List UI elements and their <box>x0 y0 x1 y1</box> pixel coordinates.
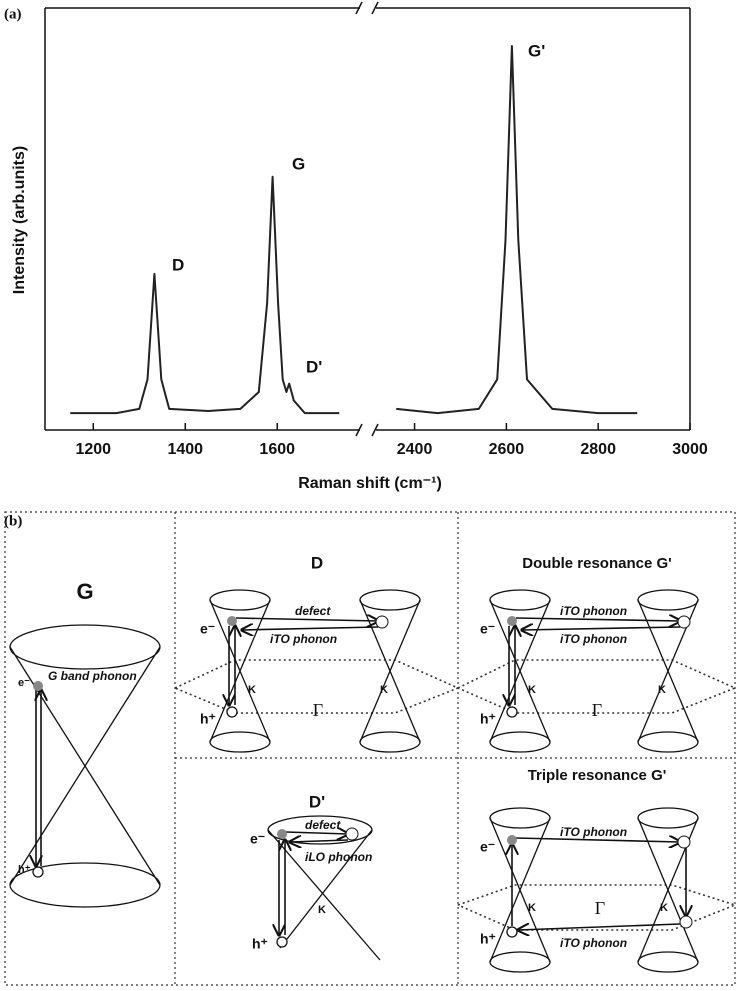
cell-title: D' <box>309 792 325 811</box>
hole-label: h⁺ <box>480 711 496 727</box>
panel-label: (b) <box>4 513 22 529</box>
phonon-label: iLO phonon <box>305 850 372 864</box>
phonon-label: iTO phonon <box>560 604 627 618</box>
phonon-label: G band phonon <box>48 669 137 683</box>
hole-label: h⁺ <box>200 711 216 727</box>
x-tick-label: 2600 <box>489 441 525 458</box>
peak-label: G <box>292 154 305 173</box>
hole-label: h⁺ <box>18 864 31 876</box>
cell-title: D <box>311 553 323 572</box>
x-tick-label: 2800 <box>580 441 616 458</box>
phonon-label: iTO phonon <box>560 936 627 950</box>
cell-double: Double resonance G' iTO phonon iTO phono… <box>457 555 738 753</box>
phonon-label: iTO phonon <box>560 632 627 646</box>
cell-g: G G band phonon e⁻ h⁺ <box>9 579 161 908</box>
phonon-label: iTO phonon <box>560 825 627 839</box>
k-label: K <box>248 684 256 696</box>
electron-label: e⁻ <box>18 677 30 689</box>
defect-label: defect <box>295 604 331 618</box>
electron-label: e⁻ <box>250 831 265 847</box>
cell-dprime: D' defect iLO phonon e⁻ h⁺ K <box>250 792 381 961</box>
gamma-label: Γ <box>592 700 602 720</box>
cell-title: G <box>76 579 93 604</box>
k-label: K <box>528 902 536 914</box>
hole-label: h⁺ <box>252 936 268 952</box>
cell-title: Triple resonance G' <box>528 767 667 784</box>
x-tick-label: 3000 <box>672 441 708 458</box>
x-tick-label: 1200 <box>75 441 111 458</box>
cell-borders <box>4 511 736 986</box>
cell-d: D defect iTO phonon e⁻ h⁺ K K Γ <box>174 553 461 753</box>
x-axis-title: Raman shift (cm⁻¹) <box>298 475 442 492</box>
spectrum-line <box>396 45 638 415</box>
electron-label: e⁻ <box>480 839 495 855</box>
x-tick-label: 1600 <box>259 441 295 458</box>
panel-label: (a) <box>4 6 22 22</box>
k-label: K <box>318 904 326 916</box>
gamma-label: Γ <box>595 898 605 918</box>
k-label: K <box>380 684 388 696</box>
k-label: K <box>658 684 666 696</box>
cell-triple: Triple resonance G' iTO phonon iTO phono… <box>457 767 738 973</box>
k-label: K <box>660 902 668 914</box>
electron-label: e⁻ <box>480 621 495 637</box>
spectrum-line <box>70 175 340 415</box>
defect-label: defect <box>305 818 341 832</box>
x-tick-label: 2400 <box>397 441 433 458</box>
electron-label: e⁻ <box>200 621 215 637</box>
peak-label: D <box>172 255 184 274</box>
peak-label: G' <box>528 41 545 60</box>
peak-label: D' <box>306 357 322 376</box>
x-tick-label: 1400 <box>167 441 203 458</box>
cell-title: Double resonance G' <box>522 555 671 572</box>
gamma-label: Γ <box>313 700 323 720</box>
raman-chart: (a) Intensity (arb.units) Raman shift (c… <box>4 1 708 492</box>
diagram-panel: (b) G G band phonon e⁻ h⁺ D <box>4 511 738 986</box>
phonon-label: iTO phonon <box>270 632 337 646</box>
y-axis-title: Intensity (arb.units) <box>11 146 28 294</box>
hole-label: h⁺ <box>480 931 496 947</box>
frame <box>44 1 691 437</box>
k-label: K <box>528 684 536 696</box>
